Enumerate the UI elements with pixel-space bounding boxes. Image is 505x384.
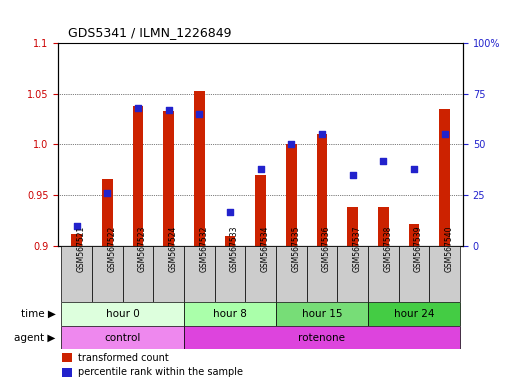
Point bbox=[378, 157, 386, 164]
Point bbox=[72, 223, 80, 229]
Text: GSM567521: GSM567521 bbox=[76, 226, 85, 272]
Text: GSM567532: GSM567532 bbox=[199, 226, 208, 272]
Bar bbox=[61, 326, 183, 349]
Text: hour 24: hour 24 bbox=[393, 309, 433, 319]
FancyBboxPatch shape bbox=[306, 246, 337, 302]
FancyBboxPatch shape bbox=[367, 246, 398, 302]
Text: GSM567535: GSM567535 bbox=[291, 226, 299, 272]
Bar bbox=[377, 207, 388, 246]
Text: percentile rank within the sample: percentile rank within the sample bbox=[77, 367, 242, 377]
Point bbox=[317, 131, 325, 137]
Point bbox=[409, 166, 417, 172]
Text: GSM567536: GSM567536 bbox=[321, 226, 330, 272]
Text: time ▶: time ▶ bbox=[21, 309, 56, 319]
Bar bbox=[316, 134, 327, 246]
Text: hour 0: hour 0 bbox=[106, 309, 139, 319]
Bar bbox=[193, 91, 204, 246]
Bar bbox=[71, 234, 82, 246]
Point bbox=[195, 111, 203, 117]
FancyBboxPatch shape bbox=[214, 246, 245, 302]
FancyBboxPatch shape bbox=[122, 246, 153, 302]
Text: GSM567538: GSM567538 bbox=[382, 226, 391, 272]
Bar bbox=[102, 179, 113, 246]
Point bbox=[287, 141, 295, 147]
Text: GSM567537: GSM567537 bbox=[352, 226, 361, 272]
Text: GDS5341 / ILMN_1226849: GDS5341 / ILMN_1226849 bbox=[68, 26, 231, 39]
Point bbox=[225, 209, 233, 215]
Text: GSM567534: GSM567534 bbox=[260, 226, 269, 272]
FancyBboxPatch shape bbox=[337, 246, 367, 302]
Bar bbox=[285, 144, 296, 246]
Text: rotenone: rotenone bbox=[298, 333, 345, 343]
Bar bbox=[224, 236, 235, 246]
Bar bbox=[367, 302, 459, 326]
FancyBboxPatch shape bbox=[92, 246, 122, 302]
Text: GSM567524: GSM567524 bbox=[168, 226, 177, 272]
Bar bbox=[275, 302, 367, 326]
Bar bbox=[255, 175, 266, 246]
Bar bbox=[163, 111, 174, 246]
Text: GSM567523: GSM567523 bbox=[138, 226, 146, 272]
Point bbox=[103, 190, 111, 196]
FancyBboxPatch shape bbox=[275, 246, 306, 302]
FancyBboxPatch shape bbox=[428, 246, 459, 302]
Bar bbox=[62, 368, 72, 377]
Bar bbox=[62, 353, 72, 362]
Point bbox=[164, 107, 172, 113]
Bar bbox=[346, 207, 357, 246]
Point bbox=[256, 166, 264, 172]
Bar bbox=[408, 224, 419, 246]
FancyBboxPatch shape bbox=[245, 246, 275, 302]
Bar bbox=[61, 302, 183, 326]
Bar bbox=[132, 106, 143, 246]
Text: hour 8: hour 8 bbox=[213, 309, 246, 319]
FancyBboxPatch shape bbox=[183, 246, 214, 302]
Point bbox=[440, 131, 448, 137]
Text: agent ▶: agent ▶ bbox=[14, 333, 56, 343]
Text: GSM567539: GSM567539 bbox=[413, 226, 422, 272]
FancyBboxPatch shape bbox=[398, 246, 428, 302]
Text: hour 15: hour 15 bbox=[301, 309, 341, 319]
FancyBboxPatch shape bbox=[153, 246, 183, 302]
Bar bbox=[438, 109, 449, 246]
Text: GSM567533: GSM567533 bbox=[229, 226, 238, 272]
Bar bbox=[183, 326, 459, 349]
Bar bbox=[183, 302, 275, 326]
Point bbox=[134, 105, 142, 111]
Text: transformed count: transformed count bbox=[77, 353, 168, 363]
Text: control: control bbox=[104, 333, 140, 343]
Point bbox=[348, 172, 356, 178]
FancyBboxPatch shape bbox=[61, 246, 92, 302]
Text: GSM567522: GSM567522 bbox=[107, 226, 116, 272]
Text: GSM567540: GSM567540 bbox=[444, 226, 452, 272]
